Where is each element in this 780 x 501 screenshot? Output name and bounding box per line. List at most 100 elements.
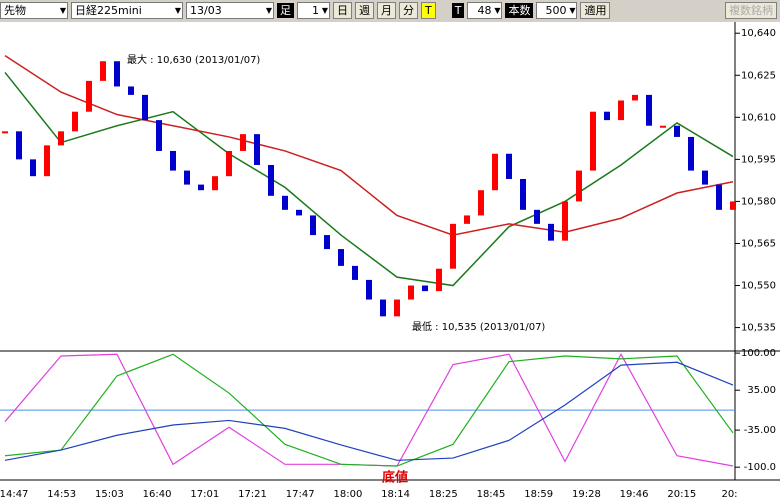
chart: 最大 : 10,630 (2013/01/07) 最低 : 10,535 (20… [0,22,780,501]
candle [646,94,652,126]
tick-button[interactable]: T [421,1,436,19]
time-label: 17:47 [286,489,315,500]
candle [366,279,372,300]
bottom-annotation: 底値 [382,470,408,486]
candle [730,201,736,210]
candle [2,131,8,134]
candle [226,150,232,177]
candle [30,159,36,177]
candle [632,94,638,101]
contract-select[interactable]: 13/03 [186,1,274,19]
candle [716,184,722,210]
candle [156,120,162,151]
y-tick-label: -100.0 [744,462,776,473]
time-label: 17:21 [238,489,267,500]
candle [324,235,330,250]
apply-button[interactable]: 適用 [580,1,611,19]
indicator-line [4,353,734,467]
candle [450,223,456,269]
candle [184,170,190,185]
y-tick-label: 10,580 [741,196,776,207]
time-label: 19:28 [572,489,601,500]
candle [506,153,512,179]
time-label: 14:47 [0,489,28,500]
indicator-line [4,55,734,236]
bar-label: 足 [277,2,294,18]
y-tick-label: 35.00 [747,385,776,396]
candle [380,299,386,317]
candle [394,299,400,317]
candle [590,111,596,171]
candle [562,201,568,241]
candle [212,176,218,191]
y-tick-label: 10,625 [741,70,776,81]
candle [702,170,708,185]
time-label: 16:40 [143,489,172,500]
candle [254,134,260,165]
time-label: 15:03 [95,489,124,500]
bar-count[interactable]: 1 [297,1,330,19]
chart-bg [0,22,780,501]
time-label: 19:46 [620,489,649,500]
candle [268,164,274,196]
y-tick-label: 10,610 [741,112,776,123]
candle [282,195,288,210]
time-label: 18:59 [524,489,553,500]
time-label: 18:00 [333,489,362,500]
candle [240,134,246,151]
candle [100,61,106,81]
candle [128,86,134,95]
y-tick-label: -35.00 [744,425,776,436]
candle [16,131,22,160]
candle [464,215,470,224]
tick-label: T [451,2,465,18]
candle [352,265,358,280]
day-button[interactable]: 日 [333,1,352,19]
candle [478,190,484,216]
candle [492,153,498,191]
y-tick-label: 10,595 [741,154,776,165]
candle [520,178,526,210]
candle [618,100,624,121]
y-tick-label: 100.00 [741,348,776,359]
time-label: 18:14 [381,489,410,500]
candle [58,131,64,146]
week-button[interactable]: 週 [355,1,374,19]
indicator-line [4,361,734,461]
y-tick-label: 10,550 [741,281,776,292]
candle [142,94,148,121]
market-select[interactable]: 先物 [0,1,68,19]
minute-button[interactable]: 分 [399,1,418,19]
time-label: 20:15 [667,489,696,500]
period[interactable]: 48 [467,1,503,19]
candle [534,209,540,224]
candle [170,150,176,171]
y-tick-label: 10,565 [741,238,776,249]
count[interactable]: 500 [536,1,578,19]
candle [576,170,582,202]
candle [604,111,610,121]
month-button[interactable]: 月 [377,1,396,19]
toolbar: 先物 日経225mini 13/03 足 1 日 週 月 分 T T 48 本数… [0,0,780,20]
candle [688,136,694,171]
candle [436,268,442,292]
count-label: 本数 [505,2,534,18]
time-label: 20: [721,489,737,500]
time-label: 14:53 [47,489,76,500]
time-label: 18:25 [429,489,458,500]
candle [86,80,92,112]
time-label: 18:45 [477,489,506,500]
candle [408,285,414,300]
time-label: 17:01 [190,489,219,500]
candle [338,249,344,266]
candle [674,125,680,137]
candle [44,145,50,177]
min-annotation: 最低 : 10,535 (2013/01/07) [412,320,545,333]
symbol-select[interactable]: 日経225mini [71,1,183,19]
max-annotation: 最大 : 10,630 (2013/01/07) [127,53,260,66]
indicator-line [4,71,734,287]
multi-button[interactable]: 複数銘柄 [725,1,777,19]
candle [198,184,204,191]
candle [72,111,78,132]
